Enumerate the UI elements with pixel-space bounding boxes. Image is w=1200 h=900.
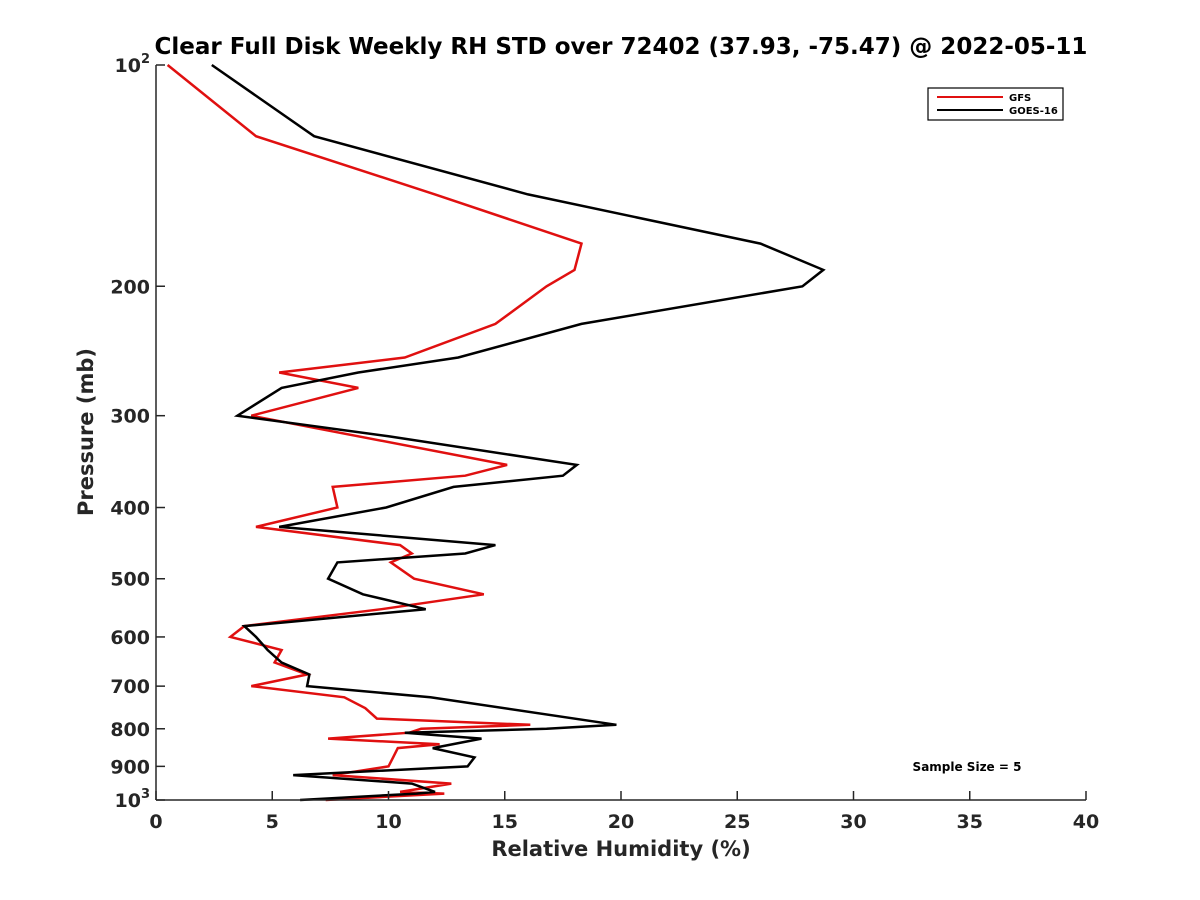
series-layer [166,63,826,802]
x-tick-label: 10 [375,811,401,833]
x-tick-label: 5 [266,811,279,833]
sample-size-annotation: Sample Size = 5 [913,760,1022,774]
series-line-goes16 [211,63,826,802]
y-tick-label: 103 [115,787,151,812]
axes-layer [155,65,1086,801]
x-tick-label: 40 [1073,811,1099,833]
legend-label-gfs: GFS [1009,93,1031,104]
chart-title: Clear Full Disk Weekly RH STD over 72402… [155,34,1088,60]
x-tick-label: 20 [608,811,634,833]
y-tick-label: 300 [110,406,150,428]
y-tick-label: 900 [110,756,150,778]
x-tick-label: 0 [149,811,162,833]
x-axis-label: Relative Humidity (%) [491,837,750,861]
x-tick-label: 25 [724,811,750,833]
x-tick-label: 30 [840,811,866,833]
legend: GFS GOES-16 [927,87,1064,121]
x-tick-label: 15 [492,811,518,833]
y-tick-label: 102 [115,52,151,77]
y-tick-label: 500 [110,569,150,591]
y-tick-label: 600 [110,627,150,649]
legend-box [927,87,1064,121]
y-ticks: 102 200 300 400 500 600 700 800 900 103 [110,52,165,812]
x-tick-label: 35 [957,811,983,833]
y-axis-label: Pressure (mb) [74,348,98,516]
x-ticks: 0 5 10 15 20 25 30 35 40 [149,791,1099,833]
y-tick-label: 200 [110,276,150,298]
series-line-gfs [166,64,584,802]
legend-label-goes16: GOES-16 [1009,106,1058,117]
y-tick-label: 800 [110,719,150,741]
y-tick-label: 400 [110,498,150,520]
y-tick-label: 700 [110,676,150,698]
